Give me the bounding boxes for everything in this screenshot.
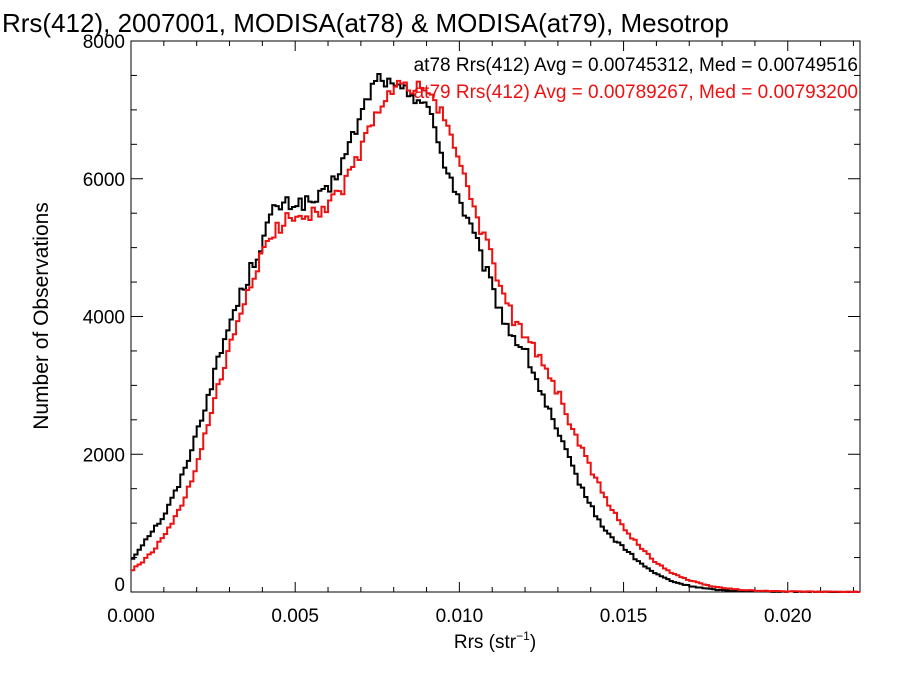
annotation-at79: at79 Rrs(412) Avg = 0.00789267, Med = 0.… [414, 82, 858, 103]
series-at79-line [131, 79, 860, 593]
x-tick-label: 0.000 [107, 606, 155, 627]
y-tick-label: 8000 [83, 32, 125, 53]
x-axis-label-end: ) [530, 632, 536, 653]
x-tick-label: 0.005 [271, 606, 319, 627]
series-layer [131, 72, 860, 593]
y-tick-label: 0 [114, 575, 125, 596]
x-axis: 0.000 0.005 0.010 0.015 0.020 [107, 41, 854, 627]
x-axis-label-superscript: −1 [516, 629, 530, 643]
x-tick-label: 0.020 [764, 606, 812, 627]
annotation-at78: at78 Rrs(412) Avg = 0.00745312, Med = 0.… [414, 55, 858, 76]
y-tick-label: 2000 [83, 445, 125, 466]
series-at78-line [131, 72, 860, 593]
y-tick-label: 6000 [83, 170, 125, 191]
x-tick-label: 0.015 [600, 606, 648, 627]
y-axis-label: Number of Observations [30, 202, 53, 430]
chart-title: Rrs(412), 2007001, MODISA(at78) & MODISA… [2, 8, 729, 38]
y-tick-label: 4000 [83, 308, 125, 329]
y-axis: 0 2000 4000 6000 8000 [83, 32, 860, 596]
x-axis-label: Rrs (str−1) [454, 629, 536, 653]
x-tick-label: 0.010 [436, 606, 484, 627]
x-axis-label-main: Rrs (str [454, 632, 517, 653]
